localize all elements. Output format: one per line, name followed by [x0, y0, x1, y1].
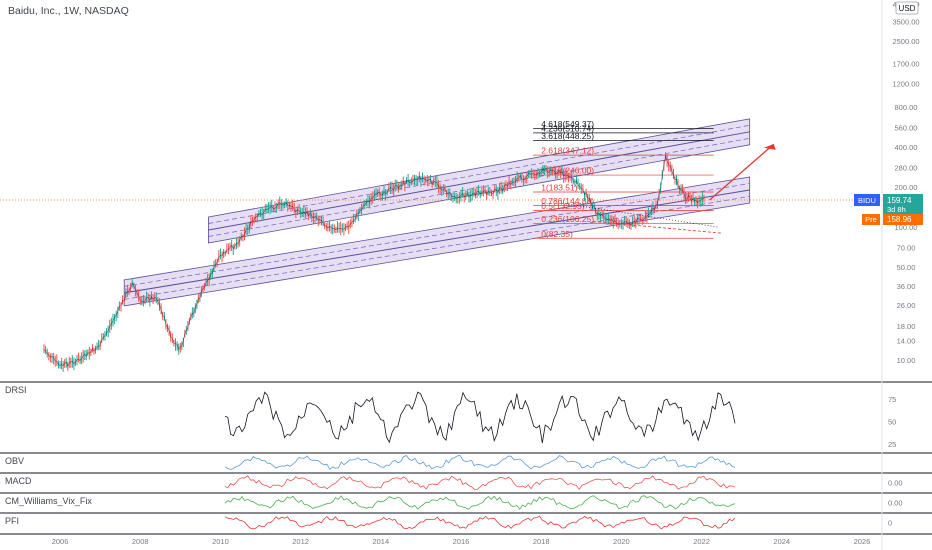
indicator-tick-label: 25 — [888, 440, 896, 449]
indicator-line — [224, 475, 736, 490]
time-tick-label: 2010 — [212, 537, 229, 546]
pre-price-tag-value: 158.96 — [887, 215, 912, 224]
fib-label: 0.236(106.25) — [541, 214, 594, 224]
time-tick-label: 2022 — [693, 537, 710, 546]
indicator-line — [224, 495, 736, 510]
time-tick-label: 2006 — [52, 537, 69, 546]
projection-arrow — [709, 143, 775, 201]
time-tick-label: 2024 — [773, 537, 790, 546]
fib-label: 3.618(448.25) — [541, 131, 594, 141]
indicator-name: CM_Williams_Vix_Fix — [5, 496, 92, 506]
lower-channel-midline — [124, 189, 750, 294]
last-price-tag-value: 159.74 — [887, 196, 912, 205]
indicator-name: OBV — [5, 456, 24, 466]
price-tick-label: 3500.00 — [892, 18, 919, 27]
fib-label: 0(82.35) — [541, 229, 573, 239]
countdown-tag-value: 3d 8h — [887, 205, 906, 214]
ticker-tag — [854, 194, 880, 207]
fib-label: 4.618(549.37) — [541, 119, 594, 129]
ticker-tag-label: BIDU — [858, 196, 876, 205]
time-tick-label: 2008 — [132, 537, 149, 546]
chart-title: Baidu, Inc., 1W, NASDAQ — [8, 5, 129, 17]
price-tick-label: 800.00 — [895, 103, 918, 112]
pre-tag-label: Pre — [865, 215, 877, 224]
price-tick-label: 10.00 — [897, 356, 916, 365]
pre-price-tag — [883, 214, 923, 226]
lower-channel-upper-dash — [124, 183, 750, 287]
last-price-tag — [883, 194, 923, 215]
fib-label: 0.5(132.95) — [541, 201, 585, 211]
currency-badge[interactable]: USD — [895, 1, 919, 15]
price-tick-label: 50.00 — [897, 263, 916, 272]
price-trace — [43, 155, 705, 367]
pre-tag — [862, 214, 880, 226]
price-tick-label: 18.00 — [897, 322, 916, 331]
time-tick-label: 2012 — [292, 537, 309, 546]
indicator-panes: DRSI 75 50 25 OBV MACD 0.00 CM_Williams_Vix_Fix… — [0, 381, 932, 535]
price-tick-label: 280.00 — [895, 164, 918, 173]
fib-label: 0.786(144.88) — [541, 196, 594, 206]
indicator-tick-label: 50 — [888, 418, 896, 427]
price-tick-label: 2500.00 — [892, 37, 919, 46]
time-tick-label: 2016 — [453, 537, 470, 546]
price-tick-label: 1700.00 — [892, 59, 919, 68]
price-tick-label: 400.00 — [895, 143, 918, 152]
indicator-tick-label: 0.00 — [888, 479, 903, 488]
support-dash — [593, 221, 722, 234]
indicator-line — [224, 515, 736, 530]
fib-label: 1.618(246.00) — [541, 166, 594, 176]
time-tick-label: 2026 — [854, 537, 871, 546]
time-tick-label: 2014 — [372, 537, 389, 546]
time-tick-label: 2018 — [533, 537, 550, 546]
price-tick-label: 1200.00 — [892, 79, 919, 88]
fib-label: 4.236(510.74) — [541, 123, 594, 133]
indicator-tick-label: 0.00 — [888, 499, 903, 508]
price-tick-label: 70.00 — [897, 244, 916, 253]
indicator-name: PFI — [5, 516, 19, 526]
main-pane[interactable]: 4.618(549.37)4.236(510.74)3.618(448.25) 2… — [0, 118, 882, 372]
price-tick-label: 14.00 — [897, 337, 916, 346]
indicator-line — [224, 391, 736, 444]
projection-arrowhead — [763, 144, 776, 150]
indicator-line — [224, 455, 736, 471]
indicator-name: MACD — [5, 476, 32, 486]
price-tick-label: 100.00 — [895, 223, 918, 232]
time-axis: 2006 2008 2010 2012 2014 2016 2018 2020 2022 2024… — [52, 537, 871, 546]
fib-label: 1(183.51) — [541, 182, 578, 192]
fib-label: 2.618(347.12) — [541, 146, 594, 156]
price-tick-label: 36.00 — [897, 282, 916, 291]
price-tick-label: 200.00 — [895, 183, 918, 192]
indicator-name: DRSI — [5, 385, 27, 395]
currency-label: USD — [899, 4, 916, 13]
indicator-tick-label: 75 — [888, 395, 896, 404]
price-tick-label: 26.00 — [897, 301, 916, 310]
time-tick-label: 2020 — [613, 537, 630, 546]
price-tick-label: 560.00 — [895, 124, 918, 133]
price-axis: 4750.003500.002500.001700.001200.00800.0… — [892, 0, 919, 365]
indicator-tick-label: 0 — [888, 519, 892, 528]
